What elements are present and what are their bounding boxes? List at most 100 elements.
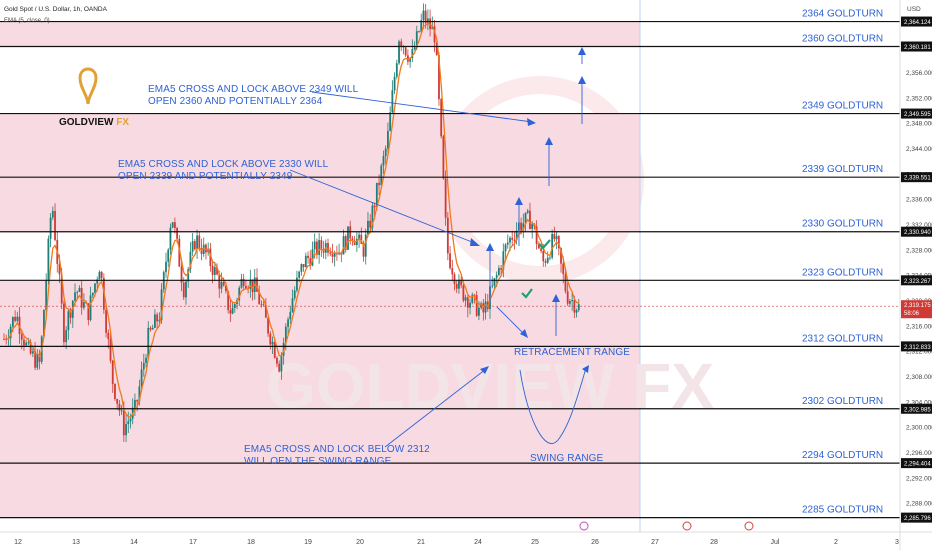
price-tag: 2,330.940	[904, 230, 931, 236]
candle-body	[134, 399, 136, 408]
candle-body	[87, 303, 90, 320]
time-tick: 12	[14, 539, 22, 546]
candle-body	[18, 316, 21, 335]
time-tick: Jul	[771, 539, 780, 546]
logo-pin-icon	[78, 67, 98, 105]
current-price-tag-bg	[901, 300, 932, 319]
level-label: 2349 GOLDTURN	[802, 101, 883, 112]
level-label: 2330 GOLDTURN	[802, 219, 883, 230]
note-3-line-2: WILL OEN THE SWING RANGE	[244, 456, 392, 467]
candle-body	[562, 263, 565, 275]
candle-body	[276, 357, 278, 364]
level-label: 2285 GOLDTURN	[802, 505, 883, 516]
candle-body	[125, 424, 127, 436]
price-tick: 2,348.000	[906, 121, 932, 128]
price-tag-bg	[901, 341, 932, 352]
price-tag-bg	[901, 458, 932, 469]
candle-body	[89, 295, 92, 320]
candle-body	[38, 353, 41, 362]
candle-body	[238, 287, 241, 301]
candle-body	[329, 252, 332, 254]
candle-body	[540, 248, 542, 251]
candle-body	[273, 341, 276, 358]
candle-body	[142, 362, 145, 370]
candle-body	[566, 291, 569, 304]
price-tick: 2,328.000	[906, 247, 932, 254]
candle-body	[557, 236, 560, 249]
candle-body	[169, 227, 172, 250]
candle-body	[120, 410, 123, 412]
candle-body	[373, 205, 376, 208]
candle-body	[442, 136, 445, 179]
candle-body	[289, 311, 292, 320]
candle-body	[435, 42, 438, 56]
price-tick: 2,288.000	[906, 501, 932, 508]
candle-body	[51, 210, 54, 218]
candle-body	[560, 248, 562, 264]
candle-body	[500, 268, 503, 270]
candle-body	[116, 398, 119, 404]
candle-body	[362, 243, 365, 257]
candle-body	[205, 244, 207, 253]
candle-body	[513, 239, 516, 241]
price-tag-bg	[901, 275, 932, 286]
time-axis[interactable]: 12 13 14 17 18 19 20 21 24 25 26 27 28 Jul 2 3	[14, 539, 899, 546]
candle-body	[573, 300, 576, 313]
candle-body	[34, 351, 36, 368]
candle-body	[129, 418, 132, 422]
candle-body	[63, 303, 65, 343]
indicator-label: EMA (5, close, 0)	[4, 18, 50, 24]
candle-body	[65, 330, 68, 343]
candle-body	[455, 284, 458, 289]
candle-body	[342, 236, 345, 255]
price-tick: 2,316.000	[906, 323, 932, 330]
candle-body	[278, 363, 281, 372]
candle-body	[94, 283, 96, 293]
price-tick: 2,296.000	[906, 450, 932, 457]
candle-body	[349, 226, 352, 239]
candle-body	[444, 178, 447, 218]
price-tick: 2,312.000	[906, 349, 932, 356]
price-tag: 2,360.181	[904, 45, 931, 51]
candle-body	[80, 287, 83, 308]
goldview-logo: GOLDVIEW FX	[59, 67, 129, 128]
price-tag: 2,294.404	[904, 462, 931, 468]
candle-body	[16, 316, 19, 321]
candle-body	[511, 237, 514, 240]
candle-body	[453, 274, 456, 285]
candle-body	[522, 223, 525, 231]
watermark-layer: GOLDVIEW FX	[266, 350, 714, 422]
currency-label: USD	[907, 6, 921, 13]
candle-body	[54, 210, 56, 240]
candle-body	[136, 399, 139, 402]
ema-line	[3, 21, 579, 418]
candle-body	[553, 234, 556, 240]
candle-body	[171, 222, 174, 228]
price-tag: 2,339.551	[904, 176, 931, 182]
candle-body	[369, 220, 372, 228]
candle-body	[409, 57, 412, 62]
candle-body	[191, 241, 194, 252]
note-2-line-2: OPEN 2339 AND POTENTIALLY 2349	[118, 171, 293, 182]
candle-body	[109, 339, 112, 361]
arrow-note-1	[311, 91, 533, 123]
zone-band-0	[0, 21, 640, 47]
price-tick: 2,344.000	[906, 146, 932, 153]
time-tick: 20	[356, 539, 364, 546]
retracement-label: RETRACEMENT RANGE	[514, 347, 630, 358]
candle-body	[535, 226, 538, 245]
candle-body	[167, 249, 170, 262]
candle-body	[69, 311, 72, 318]
candle-body	[391, 90, 394, 113]
candle-body	[296, 277, 298, 291]
candle-body	[45, 280, 48, 311]
candle-body	[258, 291, 261, 305]
candle-body	[27, 342, 30, 344]
candle-body	[404, 47, 407, 56]
price-axis[interactable]: 2,288.000 2,292.000 2,296.000 2,300.000 2,30…	[906, 19, 932, 507]
zone-band-1	[0, 113, 640, 232]
candle-body	[407, 55, 409, 62]
candle-body	[331, 253, 334, 257]
candle-body	[240, 278, 243, 288]
